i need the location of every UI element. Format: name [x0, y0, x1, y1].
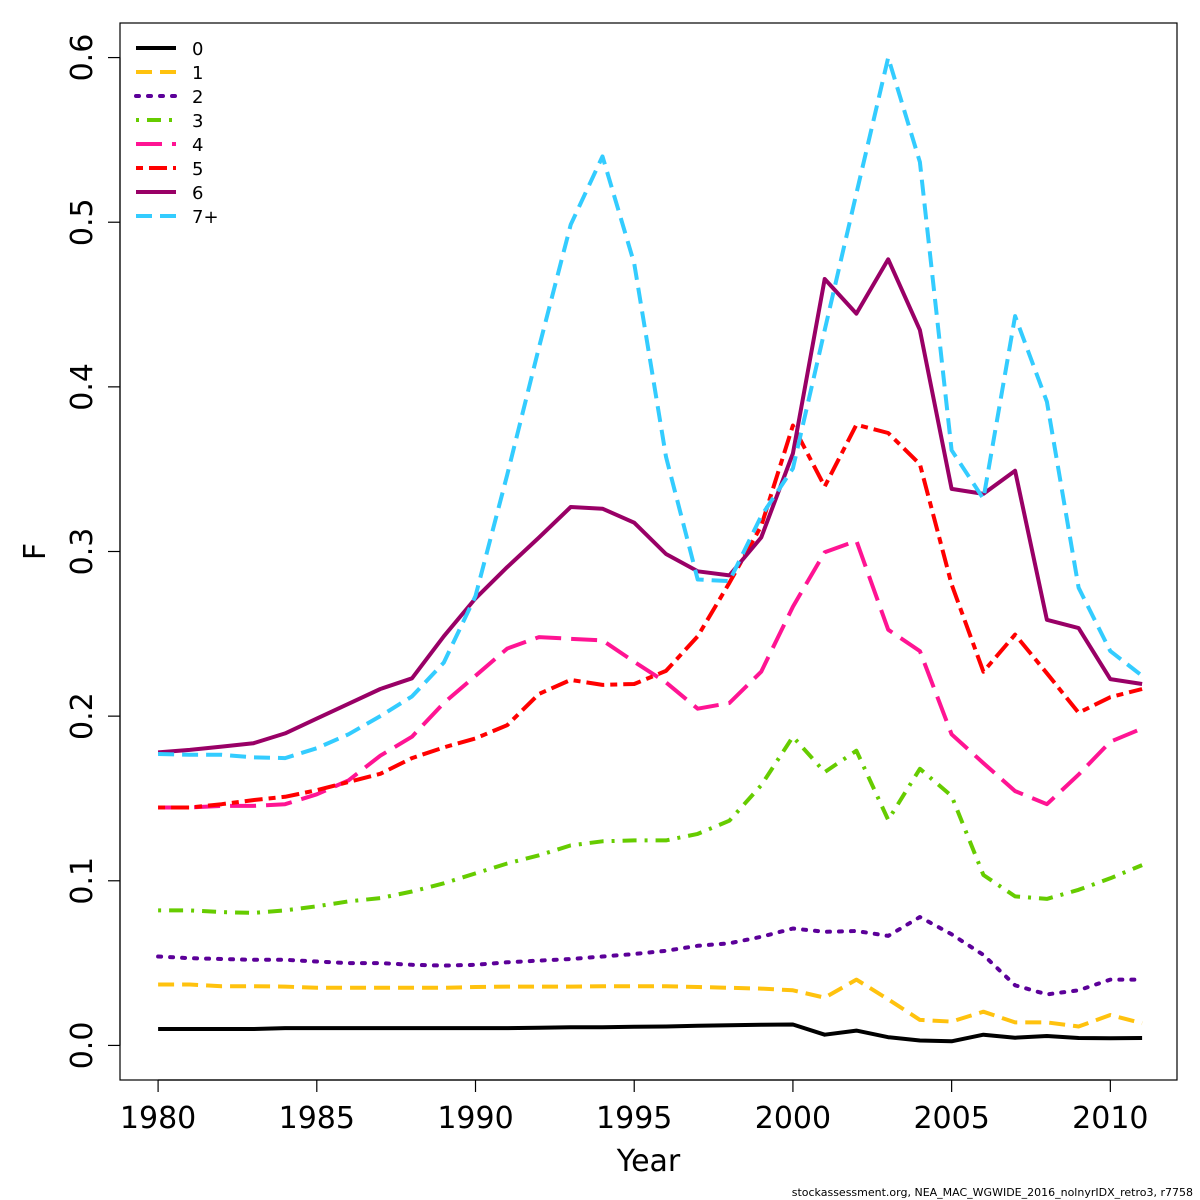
x-tick-label: 1980 — [120, 1101, 196, 1136]
legend-label: 1 — [192, 63, 203, 84]
x-tick-label: 2010 — [1072, 1101, 1148, 1136]
y-tick-label: 0.1 — [65, 857, 100, 905]
y-tick-label: 0.6 — [65, 34, 100, 82]
x-axis: 1980 1985 1990 1995 2000 2005 2010 — [120, 1079, 1149, 1136]
x-axis-title: Year — [616, 1144, 681, 1179]
y-tick-label: 0.5 — [65, 198, 100, 246]
legend: 0 1 2 3 4 5 6 7+ — [134, 39, 219, 228]
x-tick-label: 1995 — [596, 1101, 672, 1136]
y-tick-label: 0.3 — [65, 528, 100, 576]
series-lines — [156, 55, 1145, 1044]
series-line-7plus — [158, 55, 1144, 761]
plot-frame — [119, 22, 1178, 1081]
x-tick-label: 1985 — [279, 1101, 355, 1136]
legend-label: 2 — [192, 87, 203, 108]
legend-label: 4 — [192, 135, 203, 156]
legend-label: 6 — [192, 183, 203, 204]
x-tick-label: 2005 — [913, 1101, 989, 1136]
y-tick-label: 0.4 — [65, 363, 100, 411]
y-axis-title: F — [18, 543, 53, 560]
series-line-4 — [158, 538, 1143, 810]
y-axis: 0.0 0.1 0.2 0.3 0.4 0.5 0.6 — [65, 34, 121, 1070]
x-tick-label: 2000 — [755, 1101, 831, 1136]
x-tick-label: 1990 — [437, 1101, 513, 1136]
series-line-1 — [158, 977, 1143, 1029]
legend-label: 3 — [192, 111, 203, 132]
credit-note: stockassessment.org, NEA_MAC_WGWIDE_2016… — [792, 1186, 1193, 1199]
y-tick-label: 0.2 — [65, 692, 100, 740]
series-line-0 — [158, 1022, 1143, 1044]
series-line-2 — [156, 915, 1145, 997]
y-tick-label: 0.0 — [65, 1022, 100, 1070]
legend-label: 0 — [192, 39, 203, 60]
series-line-3 — [158, 734, 1143, 915]
legend-label: 5 — [192, 159, 203, 180]
legend-label: 7+ — [192, 207, 219, 228]
series-line-5 — [158, 422, 1143, 810]
